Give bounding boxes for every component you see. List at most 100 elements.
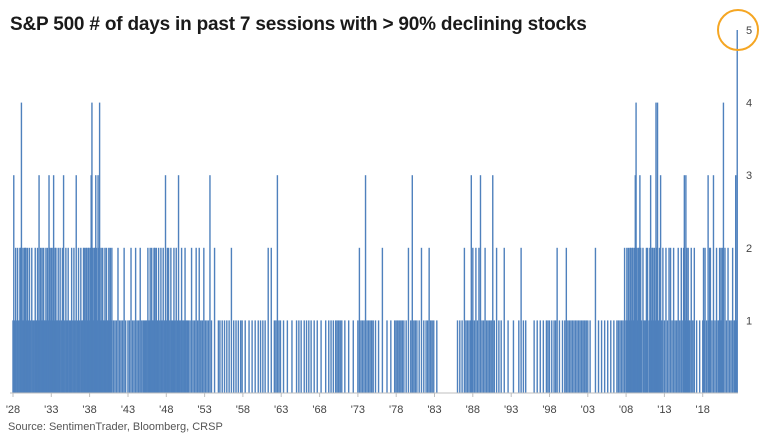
bar bbox=[547, 320, 549, 393]
bar bbox=[77, 247, 80, 393]
bar bbox=[52, 247, 54, 393]
bar bbox=[655, 102, 657, 393]
bar bbox=[66, 320, 68, 393]
bar bbox=[686, 320, 689, 393]
bar bbox=[363, 320, 365, 393]
bar bbox=[386, 320, 388, 393]
bar bbox=[367, 320, 370, 393]
bar bbox=[58, 320, 60, 393]
bar bbox=[295, 320, 298, 393]
bar bbox=[533, 320, 535, 393]
bar bbox=[702, 320, 704, 393]
bar bbox=[120, 320, 122, 393]
bar bbox=[189, 320, 191, 393]
bar bbox=[184, 247, 186, 393]
bar bbox=[473, 320, 476, 393]
bar bbox=[26, 247, 29, 393]
bar bbox=[48, 175, 50, 393]
bar bbox=[410, 320, 412, 393]
bar bbox=[64, 320, 66, 393]
bar bbox=[83, 247, 85, 393]
bar bbox=[625, 320, 627, 393]
bar bbox=[704, 247, 706, 393]
bar bbox=[662, 247, 664, 393]
bar bbox=[13, 175, 15, 393]
bar bbox=[154, 320, 157, 393]
bar bbox=[393, 320, 396, 393]
bar bbox=[121, 320, 124, 393]
bar bbox=[636, 247, 638, 393]
bar bbox=[577, 320, 580, 393]
bar bbox=[709, 247, 712, 393]
bar bbox=[705, 320, 708, 393]
bar bbox=[649, 247, 651, 393]
bar bbox=[22, 247, 24, 393]
bar bbox=[137, 320, 140, 393]
bar bbox=[162, 247, 164, 393]
bar bbox=[582, 320, 584, 393]
bar bbox=[92, 247, 94, 393]
bar bbox=[65, 247, 67, 393]
bar bbox=[166, 247, 169, 393]
highlight-circle bbox=[717, 9, 759, 51]
bar bbox=[89, 247, 92, 393]
bar bbox=[18, 320, 20, 393]
bar bbox=[407, 247, 410, 393]
bar bbox=[727, 247, 729, 393]
bar bbox=[204, 320, 207, 393]
bar bbox=[564, 320, 566, 393]
bar bbox=[291, 320, 293, 393]
bar bbox=[157, 320, 159, 393]
bar bbox=[492, 175, 494, 393]
bar bbox=[459, 320, 461, 393]
chart-title: S&P 500 # of days in past 7 sessions wit… bbox=[10, 14, 587, 35]
bar bbox=[722, 102, 725, 393]
bar bbox=[169, 320, 171, 393]
bar bbox=[24, 247, 26, 393]
bar bbox=[576, 320, 578, 393]
bar bbox=[235, 320, 237, 393]
bar bbox=[680, 247, 682, 393]
bar bbox=[36, 247, 39, 393]
bar bbox=[360, 320, 362, 393]
bar bbox=[213, 247, 216, 393]
bars-group bbox=[12, 30, 738, 393]
bar bbox=[108, 320, 111, 393]
bar bbox=[692, 320, 694, 393]
x-tick-label: '53 bbox=[197, 404, 211, 416]
bar bbox=[429, 320, 432, 393]
bar bbox=[193, 320, 196, 393]
bar bbox=[638, 247, 640, 393]
bar bbox=[104, 247, 106, 393]
bar bbox=[545, 320, 548, 393]
bar bbox=[178, 320, 181, 393]
bar bbox=[171, 320, 173, 393]
bar bbox=[651, 247, 653, 393]
bar bbox=[568, 320, 571, 393]
bar bbox=[134, 247, 137, 393]
bar bbox=[685, 175, 687, 393]
bar bbox=[90, 175, 92, 393]
bar bbox=[12, 320, 14, 393]
bar bbox=[316, 320, 318, 393]
bar bbox=[684, 320, 686, 393]
bar bbox=[130, 247, 132, 393]
bar bbox=[273, 320, 276, 393]
bar bbox=[666, 320, 669, 393]
bar bbox=[85, 247, 88, 393]
bar bbox=[28, 247, 31, 393]
bar bbox=[108, 247, 110, 393]
bar bbox=[357, 320, 359, 393]
bar bbox=[98, 247, 100, 393]
bar bbox=[629, 247, 631, 393]
bar bbox=[230, 247, 233, 393]
bar bbox=[21, 320, 23, 393]
bar bbox=[401, 320, 404, 393]
y-tick-label: 5 bbox=[746, 25, 752, 37]
bar bbox=[278, 320, 280, 393]
bar bbox=[682, 320, 684, 393]
bar bbox=[55, 247, 57, 393]
bar bbox=[101, 320, 103, 393]
bar bbox=[107, 320, 109, 393]
bar bbox=[42, 320, 44, 393]
